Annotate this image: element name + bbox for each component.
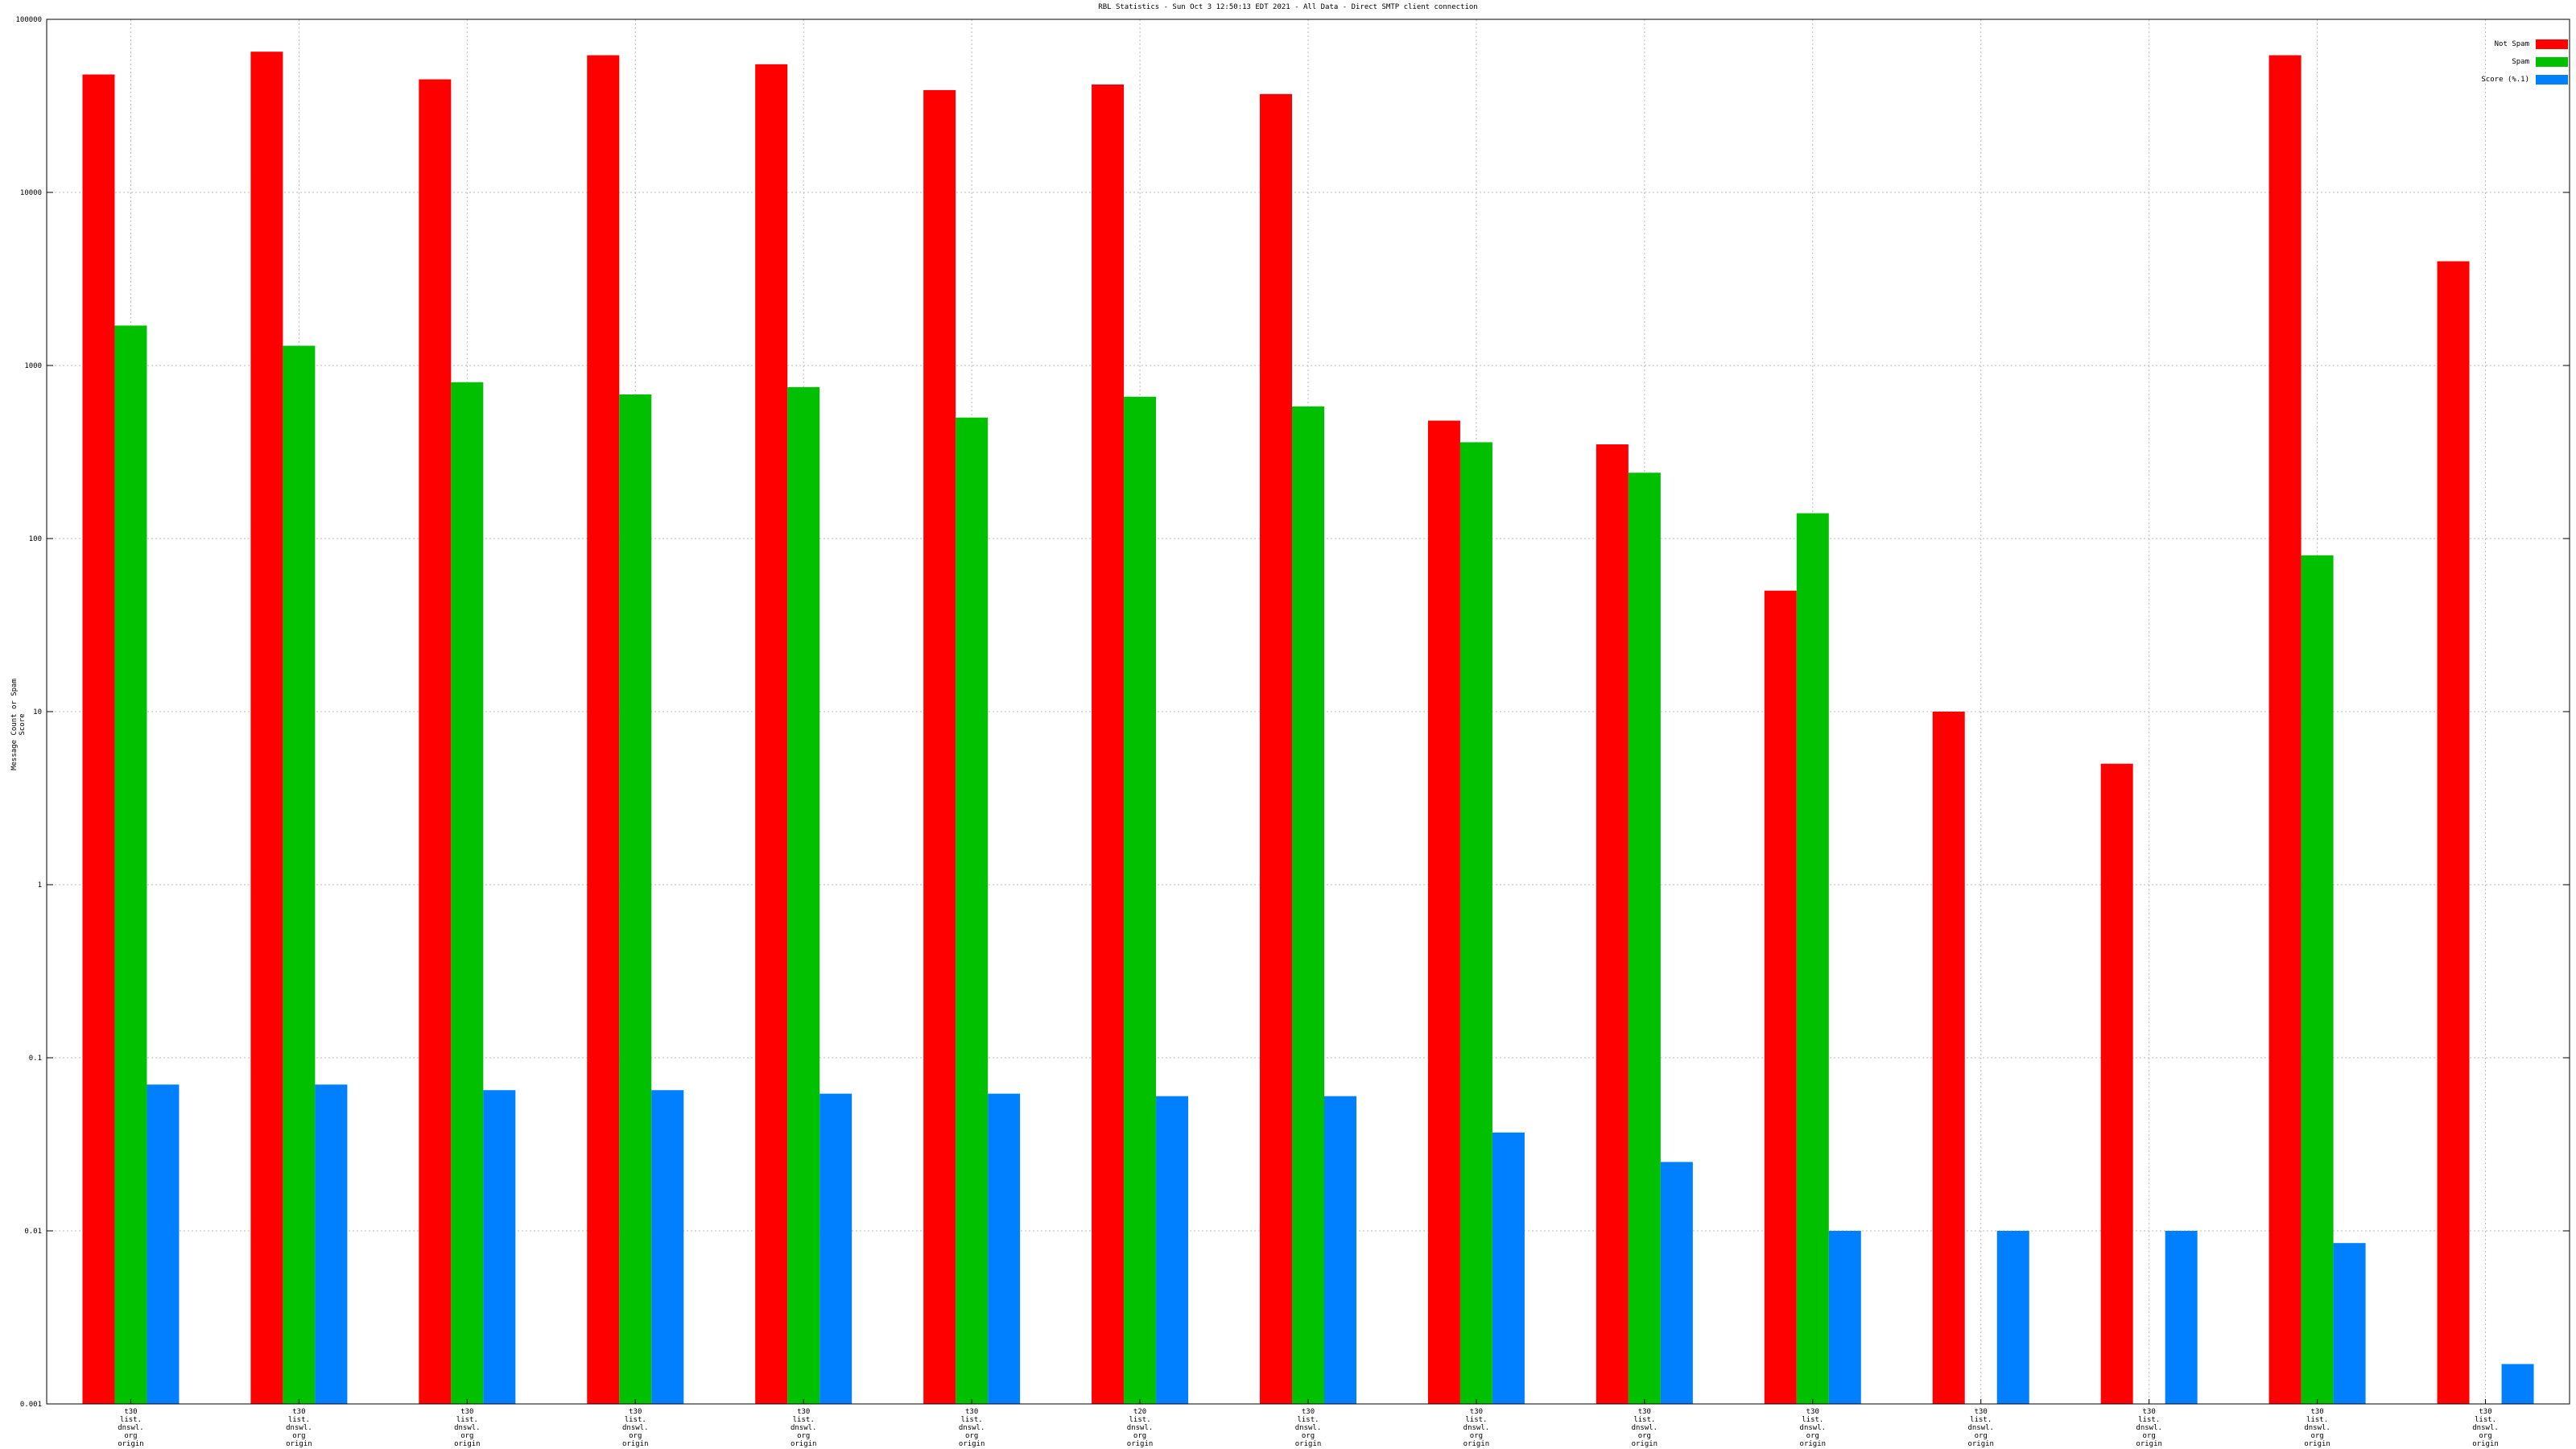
bar-score: [1828, 1231, 1861, 1404]
x-tick-label: t30 list. dnswl. org origin: [118, 1408, 144, 1448]
chart-title: RBL Statistics - Sun Oct 3 12:50:13 EDT …: [1098, 3, 1478, 11]
bar-spam: [1292, 406, 1324, 1404]
x-tick-label: t30 list. dnswl. org origin: [454, 1408, 481, 1448]
bar-score: [1156, 1096, 1189, 1404]
legend-label-score: Score (%.1): [2481, 76, 2529, 84]
bar-score: [483, 1090, 516, 1404]
x-tick-label: t30 list. dnswl. org origin: [791, 1408, 817, 1448]
y-tick-label: 1: [38, 881, 42, 890]
x-tick-label: t30 list. dnswl. org origin: [1967, 1408, 1994, 1448]
legend-swatch-score: [2536, 75, 2568, 85]
bar-marks: [82, 52, 2534, 1405]
x-tick-label: t30 list. dnswl. org origin: [2472, 1408, 2499, 1448]
bar-not-spam: [755, 64, 788, 1404]
x-tick-label: t30 list. dnswl. org origin: [286, 1408, 312, 1448]
x-tick-label: t30 list. dnswl. org origin: [2304, 1408, 2330, 1448]
bar-spam: [1124, 396, 1157, 1404]
legend-swatch-not-spam: [2536, 39, 2568, 49]
y-tick-labels: 0.001 0.01 0.1 1 10 100 1000 10000 100000: [15, 16, 42, 1409]
legend-item-spam: Spam: [2481, 53, 2568, 71]
bar-not-spam: [419, 79, 452, 1404]
bar-not-spam: [2437, 261, 2470, 1404]
legend-item-score: Score (%.1): [2481, 71, 2568, 89]
bar-not-spam: [587, 55, 620, 1405]
y-tick-label: 1000: [24, 362, 42, 370]
bar-spam: [1459, 442, 1492, 1404]
bar-score: [2165, 1231, 2198, 1404]
bar-spam: [619, 394, 652, 1404]
bar-not-spam: [82, 74, 115, 1405]
legend-label-spam: Spam: [2512, 58, 2529, 66]
bar-score: [315, 1084, 348, 1404]
bar-score: [1660, 1162, 1693, 1404]
bar-spam: [1796, 513, 1829, 1404]
bar-not-spam: [2100, 763, 2133, 1404]
bar-score: [147, 1084, 180, 1404]
bar-spam: [956, 417, 989, 1404]
bar-not-spam: [2268, 55, 2301, 1405]
y-tick-label: 0.001: [20, 1401, 42, 1409]
bar-not-spam: [1427, 420, 1460, 1404]
legend-item-not-spam: Not Spam: [2481, 35, 2568, 53]
bar-spam: [451, 382, 484, 1404]
chart-legend: Not Spam Spam Score (%.1): [2481, 35, 2568, 89]
bar-score: [1324, 1096, 1356, 1404]
y-tick-label: 10000: [20, 189, 42, 197]
y-tick-label: 10: [33, 708, 42, 716]
bar-spam: [1628, 473, 1661, 1404]
bar-not-spam: [923, 89, 956, 1404]
legend-swatch-spam: [2536, 57, 2568, 67]
y-tick-label: 100000: [15, 16, 42, 24]
x-tick-label: t30 list. dnswl. org origin: [622, 1408, 649, 1448]
bar-spam: [114, 325, 147, 1404]
bar-not-spam: [1932, 712, 1965, 1404]
y-tick-label: 0.1: [29, 1055, 42, 1063]
x-tick-label: t20 list. dnswl. org origin: [1127, 1408, 1154, 1448]
x-tick-label: t30 list. dnswl. org origin: [1800, 1408, 1827, 1448]
bar-not-spam: [1260, 93, 1292, 1404]
bar-score: [1492, 1132, 1525, 1404]
x-tick-labels: t30 list. dnswl. org origin t30 list. dnswl. org…: [118, 1408, 2499, 1448]
x-tick-label: t30 list. dnswl. org origin: [2136, 1408, 2162, 1448]
legend-label-not-spam: Not Spam: [2494, 40, 2529, 48]
bar-score: [651, 1090, 684, 1404]
bar-score: [988, 1093, 1021, 1404]
y-tick-label: 0.01: [24, 1228, 42, 1236]
axes: [46, 19, 2570, 1405]
bar-score: [1996, 1231, 2029, 1404]
y-tick-label: 100: [29, 535, 42, 543]
bar-not-spam: [250, 52, 283, 1404]
bar-spam: [787, 386, 820, 1404]
x-tick-label: t30 list. dnswl. org origin: [1463, 1408, 1490, 1448]
bar-score: [819, 1093, 852, 1404]
bar-not-spam: [1596, 444, 1629, 1404]
x-tick-label: t30 list. dnswl. org origin: [1295, 1408, 1322, 1448]
bar-score: [2501, 1364, 2534, 1404]
x-tick-label: t30 list. dnswl. org origin: [959, 1408, 985, 1448]
bar-spam: [2301, 555, 2334, 1404]
x-tick-label: t30 list. dnswl. org origin: [1632, 1408, 1658, 1448]
bar-not-spam: [1092, 85, 1125, 1404]
bar-not-spam: [1764, 590, 1797, 1404]
bar-score: [2333, 1243, 2366, 1404]
plot-border: [46, 19, 2570, 1405]
bar-spam: [283, 345, 316, 1404]
